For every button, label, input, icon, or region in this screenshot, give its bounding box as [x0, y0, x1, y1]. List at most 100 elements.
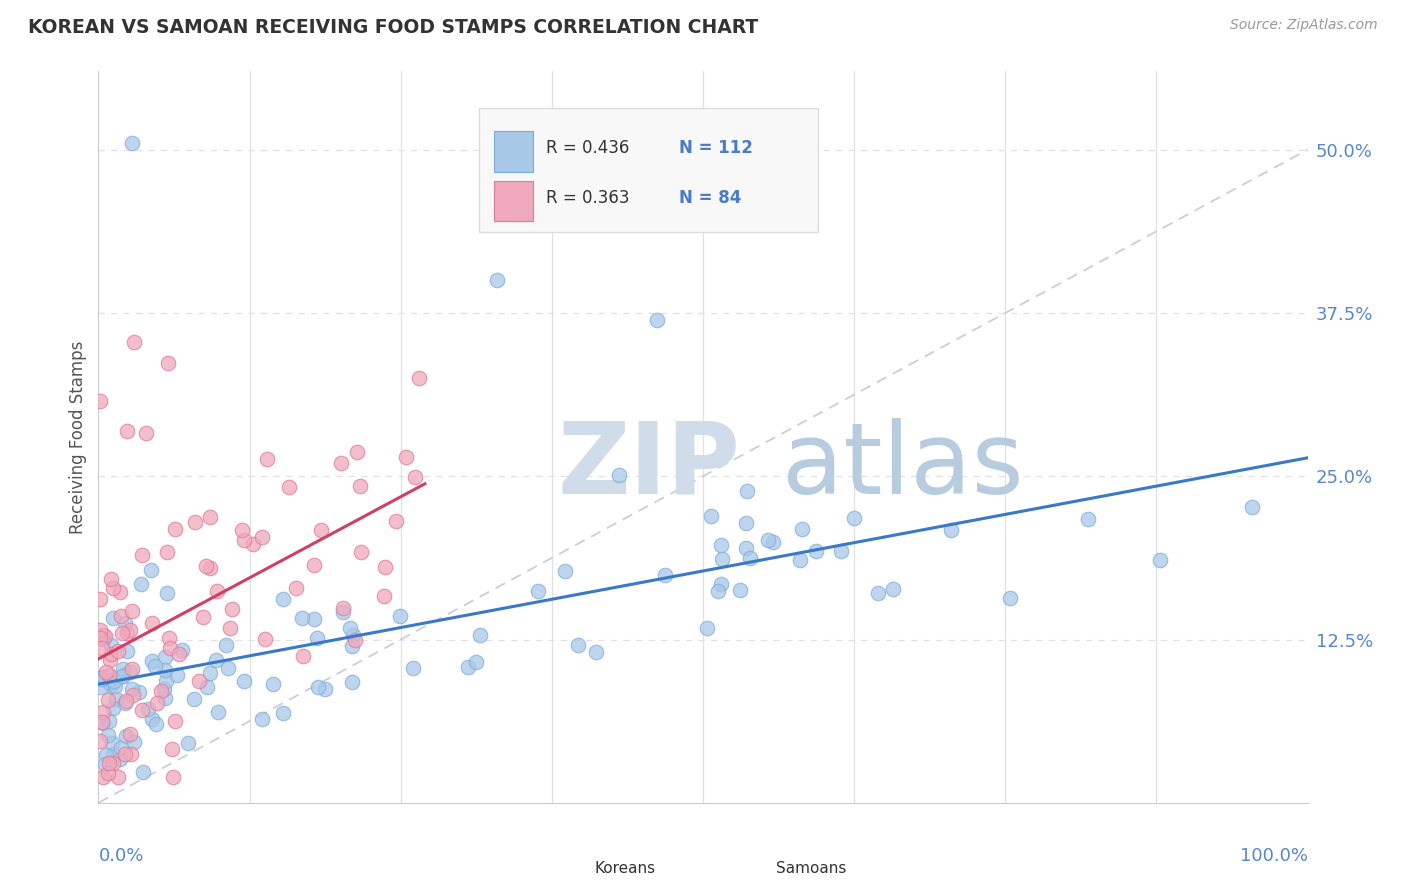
Point — [97, 766, 120, 780]
Point — [607, 467, 630, 482]
Point — [728, 582, 751, 597]
Point — [343, 632, 366, 647]
Point — [101, 747, 124, 761]
Point — [373, 590, 395, 604]
Point — [374, 559, 396, 574]
FancyBboxPatch shape — [479, 108, 818, 232]
Point — [157, 356, 180, 370]
Point — [121, 604, 143, 618]
Point — [709, 538, 731, 552]
Point — [177, 736, 200, 750]
Point — [231, 523, 253, 537]
Point — [868, 586, 890, 600]
Point — [654, 568, 676, 582]
Point — [152, 681, 174, 696]
Point — [330, 456, 353, 470]
Point — [167, 647, 190, 661]
Point — [349, 479, 371, 493]
Point — [170, 643, 193, 657]
Point — [340, 675, 363, 690]
Text: Source: ZipAtlas.com: Source: ZipAtlas.com — [1230, 18, 1378, 32]
Point — [735, 541, 758, 555]
Point — [141, 712, 163, 726]
Point — [101, 581, 124, 595]
Point — [90, 671, 112, 685]
Point — [165, 714, 187, 728]
Point — [89, 591, 111, 606]
Point — [388, 609, 411, 624]
Point — [408, 370, 430, 384]
Point — [205, 584, 228, 599]
Point — [221, 602, 243, 616]
Point — [143, 658, 166, 673]
Point — [93, 670, 115, 684]
Point — [98, 756, 121, 771]
Point — [291, 611, 314, 625]
Point — [339, 621, 361, 635]
Bar — [494, 181, 533, 221]
Text: 100.0%: 100.0% — [1240, 847, 1308, 864]
Point — [129, 577, 152, 591]
Point — [696, 621, 718, 635]
Point — [302, 558, 325, 573]
Point — [468, 628, 491, 642]
Point — [139, 563, 162, 577]
Point — [111, 669, 134, 683]
Point — [94, 757, 117, 772]
Point — [108, 585, 131, 599]
Point — [136, 702, 159, 716]
Point — [90, 714, 112, 729]
Point — [485, 273, 508, 287]
Point — [101, 701, 124, 715]
Point — [200, 509, 222, 524]
Point — [806, 544, 828, 558]
Point — [350, 544, 373, 558]
Point — [790, 522, 813, 536]
Point — [98, 714, 121, 728]
Point — [585, 645, 607, 659]
Point — [117, 626, 139, 640]
Point — [187, 673, 209, 688]
Point — [285, 581, 308, 595]
Point — [141, 615, 163, 630]
Text: 0.0%: 0.0% — [98, 847, 143, 864]
Point — [332, 605, 354, 619]
Point — [89, 631, 111, 645]
Point — [273, 592, 295, 607]
Point — [162, 741, 184, 756]
Point — [114, 747, 136, 761]
Point — [101, 736, 124, 750]
Point — [340, 639, 363, 653]
Point — [159, 631, 181, 645]
Point — [738, 551, 761, 566]
Point — [103, 611, 125, 625]
Point — [100, 638, 122, 652]
Point — [153, 663, 176, 677]
Point — [307, 680, 329, 694]
Point — [527, 584, 550, 599]
Point — [114, 696, 136, 710]
Text: N = 84: N = 84 — [679, 188, 741, 207]
Point — [112, 668, 135, 682]
Point — [156, 586, 179, 600]
Point — [155, 674, 177, 689]
Point — [131, 703, 153, 717]
Point — [145, 696, 167, 710]
Bar — [740, 860, 766, 878]
Point — [762, 534, 785, 549]
Point — [153, 690, 176, 705]
Point — [115, 425, 138, 439]
Text: N = 112: N = 112 — [679, 139, 752, 157]
Point — [183, 692, 205, 706]
Point — [149, 684, 172, 698]
Point — [122, 335, 145, 350]
Point — [166, 667, 188, 681]
Point — [97, 728, 120, 742]
Point — [882, 582, 904, 596]
Point — [465, 655, 488, 669]
Point — [1240, 500, 1263, 514]
Point — [131, 548, 153, 562]
Point — [252, 530, 274, 544]
Bar — [494, 131, 533, 171]
Point — [112, 662, 135, 676]
